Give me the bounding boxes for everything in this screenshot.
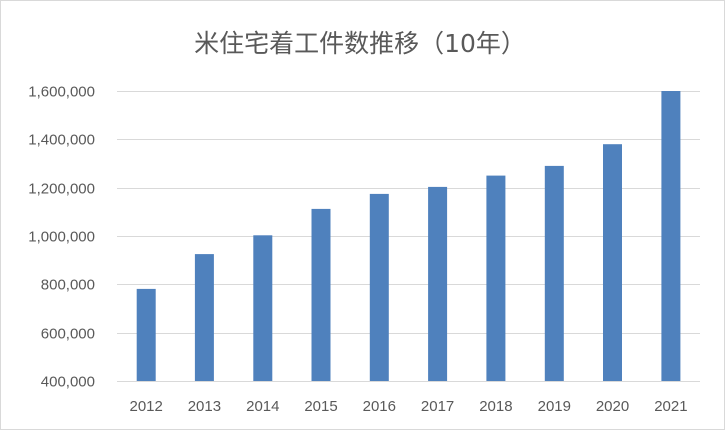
x-tick-label: 2018: [479, 398, 512, 415]
y-tick-label: 400,000: [41, 374, 95, 391]
bars: [136, 91, 681, 381]
chart-title: 米住宅着工件数推移（10年）: [194, 29, 526, 58]
y-tick-label: 1,200,000: [28, 181, 95, 198]
x-tick-label: 2013: [188, 398, 221, 415]
y-tick-label: 1,600,000: [28, 84, 95, 101]
x-tick-label: 2019: [538, 398, 571, 415]
bar-2020: [603, 144, 622, 381]
bar-2013: [194, 254, 214, 381]
bar-2014: [253, 235, 273, 381]
bar-2019: [544, 165, 564, 381]
x-tick-label: 2015: [304, 398, 337, 415]
y-axis-ticks: 400,000 600,000 800,000 1,000,000 1,200,000 1…: [28, 84, 95, 391]
y-tick-label: 1,400,000: [28, 132, 95, 149]
x-tick-label: 2014: [246, 398, 279, 415]
y-tick-label: 600,000: [41, 326, 95, 343]
x-tick-label: 2016: [363, 398, 396, 415]
x-tick-label: 2012: [130, 398, 163, 415]
x-tick-label: 2020: [596, 398, 629, 415]
bar-2017: [428, 186, 448, 381]
y-tick-label: 1,000,000: [28, 229, 95, 246]
x-tick-label: 2021: [654, 398, 687, 415]
gridlines: [117, 91, 700, 334]
x-tick-label: 2017: [421, 398, 454, 415]
bar-2021: [661, 91, 681, 381]
bar-2018: [486, 175, 506, 381]
x-axis-ticks: 2012 2013 2014 2015 2016 2017 2018 2019 2020 2021: [130, 398, 688, 415]
bar-2012: [136, 288, 156, 381]
y-tick-label: 800,000: [41, 277, 95, 294]
bar-2015: [311, 208, 331, 381]
bar-2016: [369, 193, 389, 381]
